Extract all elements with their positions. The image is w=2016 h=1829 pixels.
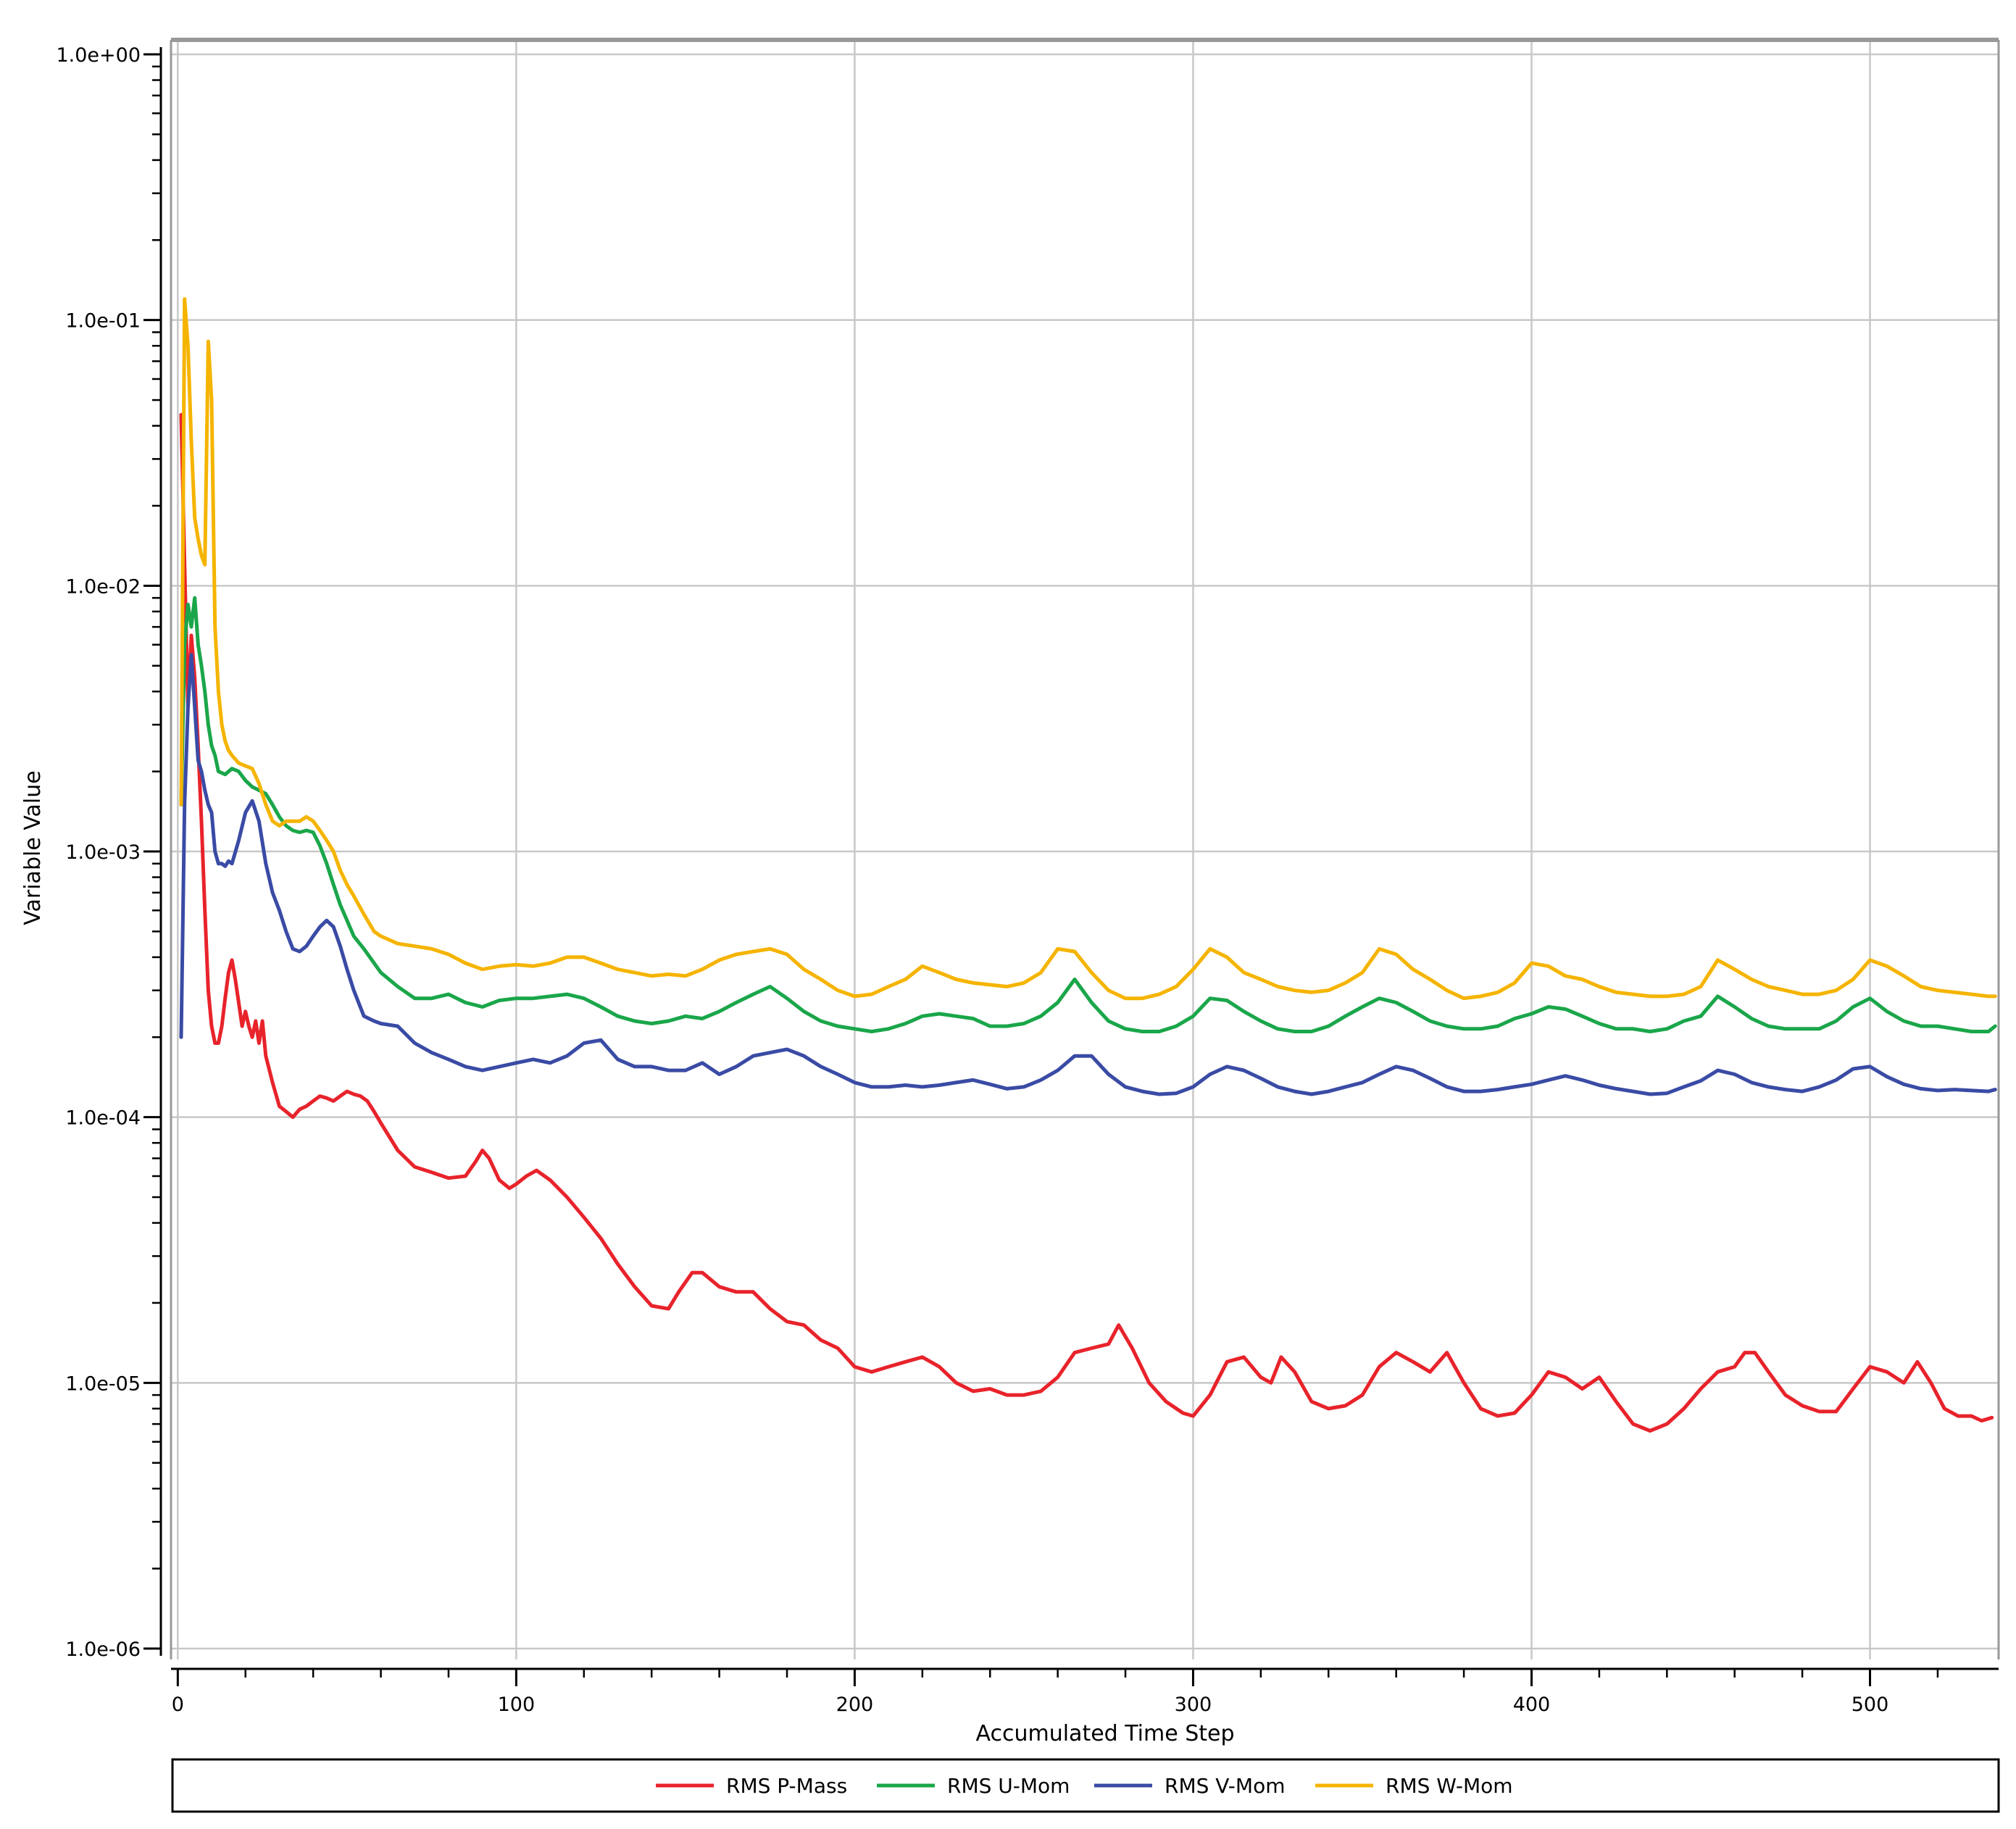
y-axis-title: Variable Value — [20, 770, 46, 925]
y-tick-label-6: 1.0e-06 — [65, 1638, 141, 1661]
series-line-rms-v-mom — [179, 653, 1997, 1096]
series-line-rms-p-mass — [179, 412, 1994, 1433]
x-tick-label-0: 0 — [172, 1693, 184, 1716]
x-tick-label-2: 200 — [836, 1693, 874, 1716]
y-tick-label-4: 1.0e-04 — [65, 1107, 141, 1130]
grid-lines — [171, 40, 1999, 1659]
y-tick-label-0: 1.0e+00 — [56, 44, 141, 67]
legend-label-3: RMS W-Mom — [1386, 1774, 1513, 1798]
series-line-rms-u-mom — [179, 596, 1997, 1033]
legend: RMS P-Mass RMS U-Mom RMS V-Mom RMS W-Mom — [171, 1758, 2000, 1813]
y-tick-label-1: 1.0e-01 — [65, 310, 141, 333]
legend-box — [171, 1758, 2000, 1813]
x-axis-title: Accumulated Time Step — [975, 1721, 1234, 1746]
x-tick-label-5: 500 — [1852, 1693, 1889, 1716]
series-line-rms-w-mom — [179, 297, 1997, 1001]
data-series — [179, 297, 1997, 1433]
y-axis: 1.0e+00 1.0e-01 1.0e-02 1.0e-03 1.0e-04 1.0e-… — [56, 44, 162, 1661]
x-tick-label-4: 400 — [1513, 1693, 1551, 1716]
y-tick-label-2: 1.0e-02 — [65, 575, 141, 598]
plot-frame — [170, 38, 2000, 1659]
x-axis: 0 100 200 300 400 500 — [171, 1667, 1999, 1716]
x-tick-label-3: 300 — [1175, 1693, 1212, 1716]
y-tick-label-5: 1.0e-05 — [65, 1372, 141, 1395]
legend-label-0: RMS P-Mass — [726, 1774, 847, 1798]
legend-label-1: RMS U-Mom — [947, 1774, 1070, 1798]
x-tick-label-1: 100 — [498, 1693, 536, 1716]
legend-label-2: RMS V-Mom — [1165, 1774, 1285, 1798]
y-tick-label-3: 1.0e-03 — [65, 841, 141, 864]
